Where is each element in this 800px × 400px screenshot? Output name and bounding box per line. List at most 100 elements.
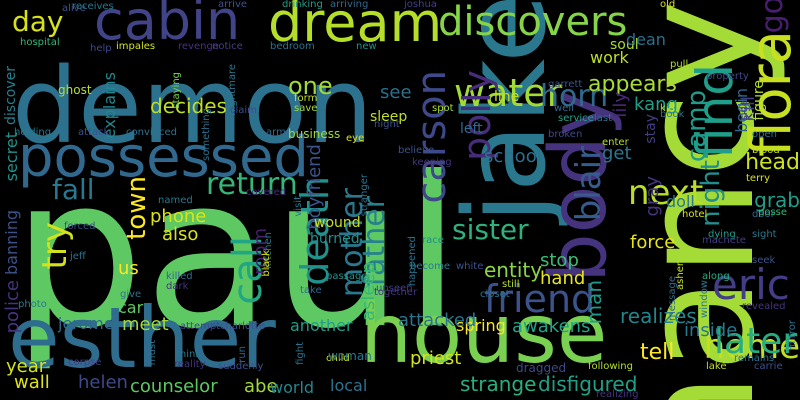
word-covered: covered [246,187,287,198]
word-still: still [502,279,520,290]
word-next: next [628,173,704,213]
word-stop: stop [540,250,579,271]
word-form: form [294,93,318,104]
word-joshua: joshua [404,0,437,10]
word-carrie: carrie [754,361,783,372]
word-convinced: convinced [126,127,177,138]
word-sight: sight [752,229,777,240]
word-business: business [288,127,341,141]
word-named: named [158,195,193,206]
word-help: help [90,43,112,54]
word-priest: priest [410,348,462,369]
word-holding: holding [14,127,52,138]
word-school: school [484,146,542,167]
word-decides: decides [150,94,227,118]
word-head: head [745,150,800,175]
word-notice: notice [212,41,243,52]
word-enter: enter [602,137,629,148]
word-figure: figure [751,80,767,121]
word-receives: receives [72,1,114,12]
word-hand: hand [540,268,586,289]
word-attacked: attacked [398,310,477,331]
word-eye: eye [346,133,365,144]
word-later: later [714,321,798,362]
word-one: one [288,72,333,100]
word-mirror: mirror [787,320,798,351]
word-service: service [558,113,594,124]
word-carson: carson [409,70,455,204]
word-go: go [755,0,790,34]
word-machete: machete [702,235,746,246]
word-entity: entity [484,258,543,282]
word-something: something [201,108,212,161]
word-ghost: ghost [58,83,92,97]
word-think: think [176,349,202,360]
word-black: black [261,250,272,277]
word-window: window [699,280,710,318]
word-horn: horn [540,79,609,114]
word-white: white [456,261,484,272]
word-doll: doll [666,192,695,211]
word-strange: strange [460,372,537,396]
word-following: following [588,361,633,372]
word-message: message [667,276,678,321]
word-day: day [12,5,64,38]
word-race: race [422,235,444,246]
word-well: well [554,103,574,114]
word-grab: grab [754,188,800,212]
word-gray: gray [642,176,663,217]
word-work: work [590,48,629,67]
word-attack: attack [78,127,110,138]
word-water: water [454,71,563,115]
word-bedroom: bedroom [270,41,315,52]
word-corpse: corpse [68,357,102,368]
word-dean: dean [626,30,666,49]
word-tell: tell [640,340,675,365]
word-photo: photo [18,299,47,310]
word-closet: closet [480,289,510,300]
word-lake: lake [706,361,727,372]
word-return: return [206,167,298,202]
word-blair: blair [569,146,609,222]
word-year: year [6,356,47,377]
word-claim: claim [230,105,257,116]
word-get: get [602,143,632,164]
word-force: force [630,232,676,253]
word-posse: posse [758,207,788,218]
word-see: see [380,82,412,103]
word-fight: fight [295,342,306,365]
word-realizes: realizes [620,304,697,328]
word-line: line [494,89,520,105]
word-alive: alive [62,3,86,14]
word-jeff: jeff [70,251,86,262]
word-town: town [122,176,152,240]
word-realizing: realizing [596,389,639,400]
word-revenge: revenge [178,41,219,52]
word-house: house [360,287,608,382]
word-another: another [290,316,353,335]
word-wound: wound [314,215,361,231]
word-phone: phone [150,206,207,227]
word-lily: lily [610,92,631,118]
word-disfigured: disfigured [538,372,638,396]
word-revealed: revealed [742,301,786,312]
word-take: take [300,285,322,296]
word-woman: woman [328,349,372,363]
word-passage: passage [326,271,368,282]
word-charlotte: charlotte [220,321,265,332]
word-give: give [120,289,142,300]
word-possessed: possessed [18,125,309,190]
word-cabin: cabin [94,0,241,52]
word-friend: friend [484,277,596,321]
word-property: property [706,71,749,82]
word-soul: soul [610,37,639,53]
word-keeping: keeping [412,157,452,168]
word-demon: demon [12,45,373,167]
word-believe: believe [398,145,435,156]
word-blood: blood [752,145,780,156]
word-staying: staying [171,72,182,109]
word-discovers: discovers [438,0,628,45]
word-abe: abe [244,376,278,397]
word-hospital: hospital [20,37,60,48]
